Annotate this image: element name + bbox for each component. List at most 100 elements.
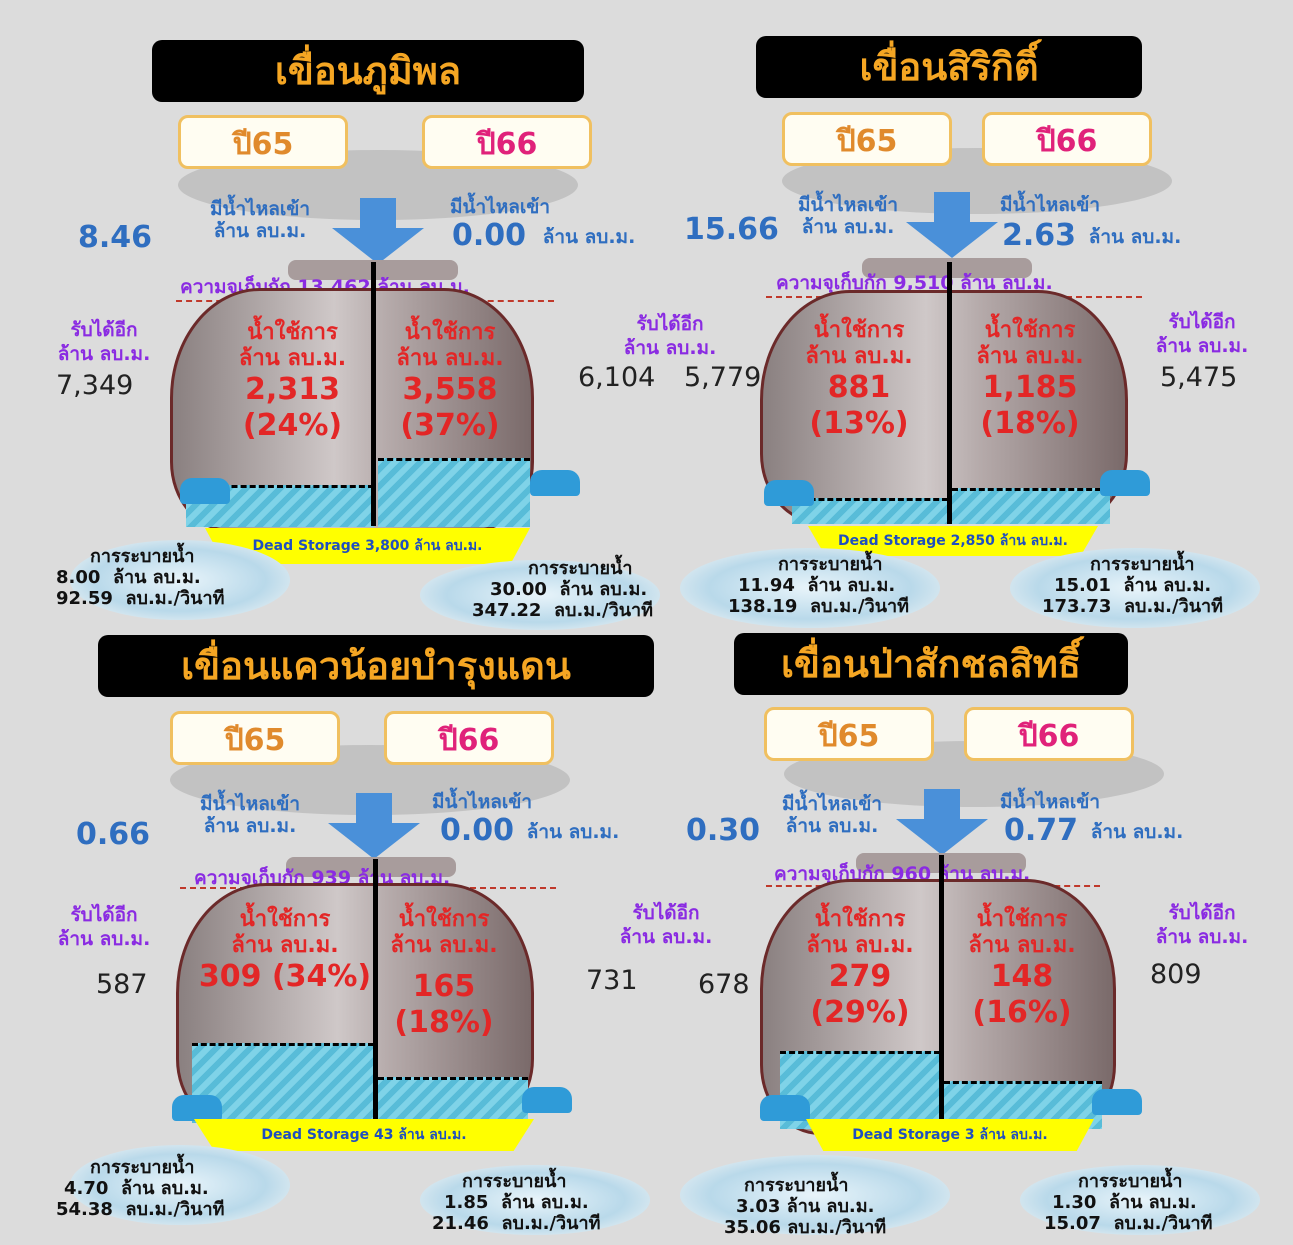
usable-water-left: น้ำใช้การ ล้าน ลบ.ม. 309 (34%) <box>198 907 372 994</box>
receive-more-right-label: รับได้อีก ล้าน ลบ.ม. <box>1155 902 1249 948</box>
faucet-left-icon <box>764 480 814 506</box>
release-left: การระบายน้ำ 4.70 ล้าน ลบ.ม. 54.38 ลบ.ม./… <box>56 1157 225 1220</box>
receive-more-right-label: รับได้อีก ล้าน ลบ.ม. <box>1155 311 1249 357</box>
dam-title: เขื่อนภูมิพล <box>152 40 584 102</box>
receive-more-right-value: 731 <box>586 965 638 996</box>
inflow-left-label: มีน้ำไหลเข้า ล้าน ลบ.ม. <box>781 793 883 837</box>
receive-more-right-value: 6,104 <box>578 362 656 393</box>
inflow-left-value: 8.46 <box>78 220 153 255</box>
release-left: การระบายน้ำ 3.03 ล้าน ลบ.ม. 35.06 ลบ.ม./… <box>724 1175 887 1238</box>
year-divider <box>939 855 944 1129</box>
receive-more-right-label: รับได้อีก ล้าน ลบ.ม. <box>619 902 713 948</box>
dam-title: เขื่อนสิริกิติ์ <box>756 36 1142 98</box>
year-label-65: ปี65 <box>764 707 934 761</box>
inflow-right-unit: ล้าน ลบ.ม. <box>1088 226 1182 248</box>
year-label-65: ปี65 <box>178 115 348 169</box>
pool-right <box>1010 548 1260 628</box>
dam-title: เขื่อนป่าสักชลสิทธิ์ <box>734 633 1128 695</box>
inflow-arrow-icon <box>896 789 988 855</box>
level-line-right <box>952 488 1110 491</box>
receive-more-left-label: รับได้อีก ล้าน ลบ.ม. <box>57 904 151 950</box>
level-line-right <box>378 1077 528 1080</box>
dam-title: เขื่อนแควน้อยบำรุงแดน <box>98 635 654 697</box>
inflow-left-value: 15.66 <box>684 212 779 247</box>
level-line-left <box>792 498 948 501</box>
year-label-66: ปี66 <box>964 707 1134 761</box>
year-divider <box>373 859 378 1123</box>
inflow-right-value: 0.00 <box>452 218 527 253</box>
inflow-right-value: 0.00 <box>440 813 515 848</box>
year-label-65: ปี65 <box>170 711 340 765</box>
pool-left <box>680 1155 950 1235</box>
release-right: การระบายน้ำ 30.00 ล้าน ลบ.ม. 347.22 ลบ.ม… <box>472 558 653 621</box>
pool-right <box>420 560 660 630</box>
receive-more-left-label: รับได้อีก ล้าน ลบ.ม. <box>57 319 151 365</box>
inflow-left-label: มีน้ำไหลเข้า ล้าน ลบ.ม. <box>209 198 311 242</box>
year-divider <box>371 262 376 526</box>
year-label-65: ปี65 <box>782 112 952 166</box>
level-line-left <box>780 1051 940 1054</box>
receive-more-left-value: 587 <box>96 969 148 1000</box>
dead-storage: Dead Storage 43 ล้าน ลบ.ม. <box>194 1119 534 1151</box>
year-label-66: ปี66 <box>422 115 592 169</box>
faucet-left-icon <box>760 1095 810 1121</box>
level-line-right <box>378 458 530 461</box>
usable-water-left: น้ำใช้การ ล้าน ลบ.ม. 279 (29%) <box>806 907 914 1030</box>
inflow-right-unit: ล้าน ลบ.ม. <box>542 226 636 248</box>
water-level-right <box>952 488 1110 524</box>
release-right: การระบายน้ำ 15.01 ล้าน ลบ.ม. 173.73 ลบ.ม… <box>1042 554 1223 617</box>
inflow-right-label: มีน้ำไหลเข้า <box>449 196 551 218</box>
faucet-left-icon <box>180 478 230 504</box>
faucet-right-icon <box>1100 470 1150 496</box>
pool-left <box>680 548 940 628</box>
inflow-right-value: 2.63 <box>1002 218 1077 253</box>
level-line-right <box>944 1081 1102 1084</box>
level-line-left <box>186 485 374 488</box>
release-left: การระบายน้ำ 8.00 ล้าน ลบ.ม. 92.59 ลบ.ม./… <box>56 546 225 609</box>
receive-more-right-value: 809 <box>1150 959 1202 990</box>
inflow-arrow-icon <box>332 198 424 264</box>
receive-more-right-value: 5,475 <box>1160 362 1238 393</box>
inflow-right-unit: ล้าน ลบ.ม. <box>526 821 620 843</box>
pool-right <box>1020 1165 1260 1235</box>
inflow-right-unit: ล้าน ลบ.ม. <box>1090 821 1184 843</box>
dead-storage: Dead Storage 3 ล้าน ลบ.ม. <box>806 1119 1094 1151</box>
dam-panel-sirikit: เขื่อนสิริกิติ์ ปี65 ปี66 มีน้ำไหลเข้า ล้… <box>640 0 1280 628</box>
water-level-left <box>192 1043 374 1123</box>
faucet-left-icon <box>172 1095 222 1121</box>
jar-neck <box>286 857 456 877</box>
dam-panel-bhumibol: เขื่อนภูมิพล ปี65 ปี66 มีน้ำไหลเข้า ล้าน … <box>0 0 716 630</box>
usable-water-left: น้ำใช้การ ล้าน ลบ.ม. 881 (13%) <box>805 318 913 441</box>
faucet-right-icon <box>522 1087 572 1113</box>
faucet-right-icon <box>530 470 580 496</box>
inflow-left-value: 0.66 <box>76 817 151 852</box>
inflow-right-label: มีน้ำไหลเข้า <box>999 194 1101 216</box>
faucet-right-icon <box>1092 1089 1142 1115</box>
inflow-right-label: มีน้ำไหลเข้า <box>999 791 1101 813</box>
inflow-left-label: มีน้ำไหลเข้า ล้าน ลบ.ม. <box>199 793 301 837</box>
usable-water-right: น้ำใช้การ ล้าน ลบ.ม. 3,558 (37%) <box>396 320 504 443</box>
receive-more-left-value: 7,349 <box>56 370 134 401</box>
release-left: การระบายน้ำ 11.94 ล้าน ลบ.ม. 138.19 ลบ.ม… <box>728 554 909 617</box>
water-level-right <box>378 1077 528 1123</box>
pool-left <box>70 1145 290 1225</box>
inflow-right-value: 0.77 <box>1004 813 1079 848</box>
reservoir-jar <box>760 290 1128 524</box>
inflow-arrow-icon <box>906 192 998 258</box>
release-right: การระบายน้ำ 1.85 ล้าน ลบ.ม. 21.46 ลบ.ม./… <box>432 1171 601 1234</box>
usable-water-right: น้ำใช้การ ล้าน ลบ.ม. 148 (16%) <box>968 907 1076 1030</box>
inflow-arrow-icon <box>328 793 420 859</box>
pool-right <box>420 1165 650 1235</box>
water-level-left <box>792 498 948 524</box>
water-level-right <box>378 458 530 527</box>
year-label-66: ปี66 <box>982 112 1152 166</box>
year-divider <box>947 262 952 524</box>
inflow-left-label: มีน้ำไหลเข้า ล้าน ลบ.ม. <box>797 194 899 238</box>
year-label-66: ปี66 <box>384 711 554 765</box>
usable-water-right: น้ำใช้การ ล้าน ลบ.ม. 1,185 (18%) <box>976 318 1084 441</box>
receive-more-left-value: 5,779 <box>684 362 762 393</box>
inflow-right-label: มีน้ำไหลเข้า <box>431 791 533 813</box>
dam-panel-pasak: เขื่อนป่าสักชลสิทธิ์ ปี65 ปี66 มีน้ำไหลเ… <box>640 625 1280 1245</box>
inflow-left-value: 0.30 <box>686 813 761 848</box>
receive-more-right-label: รับได้อีก ล้าน ลบ.ม. <box>623 313 717 359</box>
